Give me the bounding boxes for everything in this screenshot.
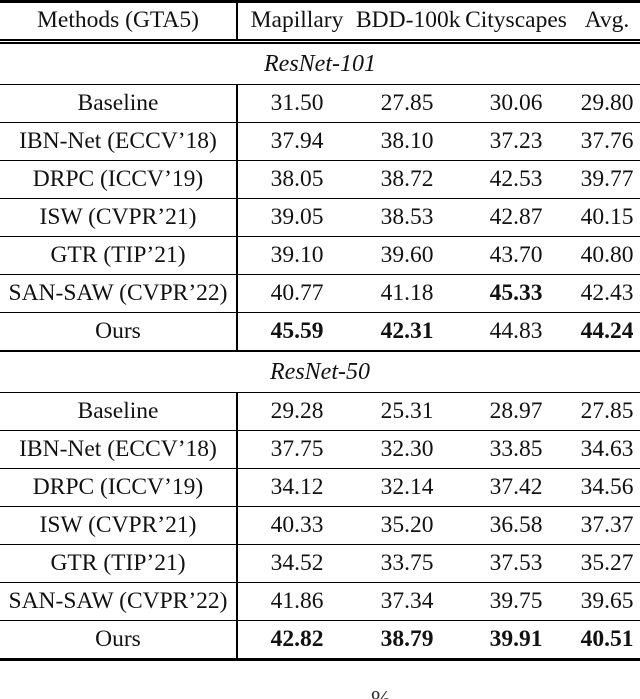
value-cell: 34.56 — [574, 468, 640, 507]
value-cell: 33.85 — [458, 430, 574, 469]
section-row-resnet-50: ResNet-50 — [0, 350, 640, 393]
value-cell: 32.30 — [356, 430, 458, 469]
value-cell: 30.06 — [458, 84, 574, 123]
table-row: DRPC (ICCV’19) 34.12 32.14 37.42 34.56 — [0, 468, 640, 507]
column-header-avg: Avg. — [574, 1, 640, 44]
column-header-methods: Methods (GTA5) — [0, 1, 237, 44]
value-cell: 42.31 — [356, 312, 458, 351]
table-row: GTR (TIP’21) 39.10 39.60 43.70 40.80 — [0, 236, 640, 275]
table-row: IBN-Net (ECCV’18) 37.75 32.30 33.85 34.63 — [0, 430, 640, 469]
value-cell: 42.87 — [458, 198, 574, 237]
value-cell: 37.37 — [574, 506, 640, 545]
value-cell: 42.53 — [458, 160, 574, 199]
value-cell: 39.91 — [458, 620, 574, 660]
value-cell: 39.60 — [356, 236, 458, 275]
table-row: GTR (TIP’21) 34.52 33.75 37.53 35.27 — [0, 544, 640, 583]
table-row: Ours 42.82 38.79 39.91 40.51 — [0, 620, 640, 660]
section-row-resnet-101: ResNet-101 — [0, 41, 640, 85]
value-cell: 37.34 — [356, 582, 458, 621]
value-cell: 39.05 — [236, 198, 356, 237]
column-header-mapillary: Mapillary — [236, 1, 356, 44]
value-cell: 34.63 — [574, 430, 640, 469]
results-table: Methods (GTA5) Mapillary BDD-100k Citysc… — [0, 0, 640, 661]
table-row: SAN-SAW (CVPR’22) 41.86 37.34 39.75 39.65 — [0, 582, 640, 621]
method-cell: SAN-SAW (CVPR’22) — [0, 582, 237, 621]
value-cell: 37.53 — [458, 544, 574, 583]
value-cell: 39.10 — [236, 236, 356, 275]
value-cell: 36.58 — [458, 506, 574, 545]
value-cell: 37.23 — [458, 122, 574, 161]
value-cell: 35.27 — [574, 544, 640, 583]
method-cell: IBN-Net (ECCV’18) — [0, 430, 237, 469]
value-cell: 29.80 — [574, 84, 640, 123]
table-row: ISW (CVPR’21) 40.33 35.20 36.58 37.37 — [0, 506, 640, 545]
value-cell: 40.77 — [236, 274, 356, 313]
column-header-bdd100k: BDD-100k — [356, 1, 460, 44]
value-cell: 41.18 — [356, 274, 458, 313]
value-cell: 37.75 — [236, 430, 356, 469]
value-cell: 37.94 — [236, 122, 356, 161]
value-cell: 35.20 — [356, 506, 458, 545]
value-cell: 39.65 — [574, 582, 640, 621]
value-cell: 45.59 — [236, 312, 356, 351]
value-cell: 28.97 — [458, 392, 574, 431]
value-cell: 31.50 — [236, 84, 356, 123]
section-title: ResNet-50 — [0, 350, 640, 393]
value-cell: 38.53 — [356, 198, 458, 237]
table-row: IBN-Net (ECCV’18) 37.94 38.10 37.23 37.76 — [0, 122, 640, 161]
column-header-methods-label: Methods (GTA5) — [37, 7, 199, 34]
value-cell: 32.14 — [356, 468, 458, 507]
value-cell: 40.80 — [574, 236, 640, 275]
value-cell: 25.31 — [356, 392, 458, 431]
value-cell: 40.51 — [574, 620, 640, 660]
method-cell: GTR (TIP’21) — [0, 236, 237, 275]
table-header-row: Methods (GTA5) Mapillary BDD-100k Citysc… — [0, 1, 640, 44]
method-cell: GTR (TIP’21) — [0, 544, 237, 583]
value-cell: 42.82 — [236, 620, 356, 660]
table-row: DRPC (ICCV’19) 38.05 38.72 42.53 39.77 — [0, 160, 640, 199]
value-cell: 38.10 — [356, 122, 458, 161]
value-cell: 34.52 — [236, 544, 356, 583]
method-cell: Ours — [0, 312, 237, 351]
method-cell: DRPC (ICCV’19) — [0, 468, 237, 507]
value-cell: 27.85 — [574, 392, 640, 431]
table-row: ISW (CVPR’21) 39.05 38.53 42.87 40.15 — [0, 198, 640, 237]
value-cell: 43.70 — [458, 236, 574, 275]
value-cell: 27.85 — [356, 84, 458, 123]
value-cell: 29.28 — [236, 392, 356, 431]
value-cell: 45.33 — [458, 274, 574, 313]
value-cell: 40.15 — [574, 198, 640, 237]
value-cell: 37.76 — [574, 122, 640, 161]
value-cell: 42.43 — [574, 274, 640, 313]
method-cell: ISW (CVPR’21) — [0, 506, 237, 545]
value-cell: 41.86 — [236, 582, 356, 621]
value-cell: 38.79 — [356, 620, 458, 660]
method-cell: SAN-SAW (CVPR’22) — [0, 274, 237, 313]
method-cell: ISW (CVPR’21) — [0, 198, 237, 237]
value-cell: 34.12 — [236, 468, 356, 507]
value-cell: 39.77 — [574, 160, 640, 199]
value-cell: 40.33 — [236, 506, 356, 545]
method-cell: Baseline — [0, 84, 237, 123]
value-cell: 39.75 — [458, 582, 574, 621]
table-row: SAN-SAW (CVPR’22) 40.77 41.18 45.33 42.43 — [0, 274, 640, 313]
table-row: Ours 45.59 42.31 44.83 44.24 — [0, 312, 640, 351]
value-cell: 44.83 — [458, 312, 574, 351]
caption-fragment-percent: % — [371, 687, 391, 699]
table-row: Baseline 29.28 25.31 28.97 27.85 — [0, 392, 640, 431]
value-cell: 37.42 — [458, 468, 574, 507]
value-cell: 38.05 — [236, 160, 356, 199]
value-cell: 38.72 — [356, 160, 458, 199]
method-cell: IBN-Net (ECCV’18) — [0, 122, 237, 161]
method-cell: Baseline — [0, 392, 237, 431]
method-cell: Ours — [0, 620, 237, 660]
value-cell: 44.24 — [574, 312, 640, 351]
column-header-cityscapes: Cityscapes — [458, 1, 574, 44]
value-cell: 33.75 — [356, 544, 458, 583]
table-row: Baseline 31.50 27.85 30.06 29.80 — [0, 84, 640, 123]
method-cell: DRPC (ICCV’19) — [0, 160, 237, 199]
section-title: ResNet-101 — [0, 41, 640, 85]
